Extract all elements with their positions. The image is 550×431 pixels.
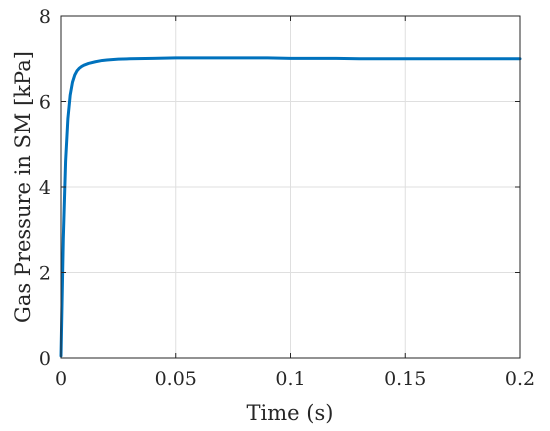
series-line [59, 56, 522, 358]
grid-lines [61, 16, 520, 358]
y-axis-label: Gas Pressure in SM [kPa] [11, 51, 35, 323]
x-axis-label: Time (s) [247, 401, 334, 425]
y-tick-label: 0 [39, 348, 51, 370]
x-tick-label: 0.15 [384, 368, 426, 390]
y-tick-labels: 0 2 4 6 8 [39, 6, 51, 370]
y-tick-label: 2 [39, 263, 51, 285]
y-tick-label: 4 [39, 177, 51, 199]
y-tick-label: 6 [39, 92, 51, 114]
tick-marks [60, 15, 521, 359]
y-tick-label: 8 [39, 6, 51, 28]
x-tick-label: 0.1 [275, 368, 305, 390]
series-group [59, 56, 522, 358]
x-tick-label: 0.05 [155, 368, 197, 390]
x-tick-label: 0 [55, 368, 67, 390]
x-tick-label: 0.2 [505, 368, 535, 390]
x-tick-labels: 0 0.05 0.1 0.15 0.2 [55, 368, 535, 390]
